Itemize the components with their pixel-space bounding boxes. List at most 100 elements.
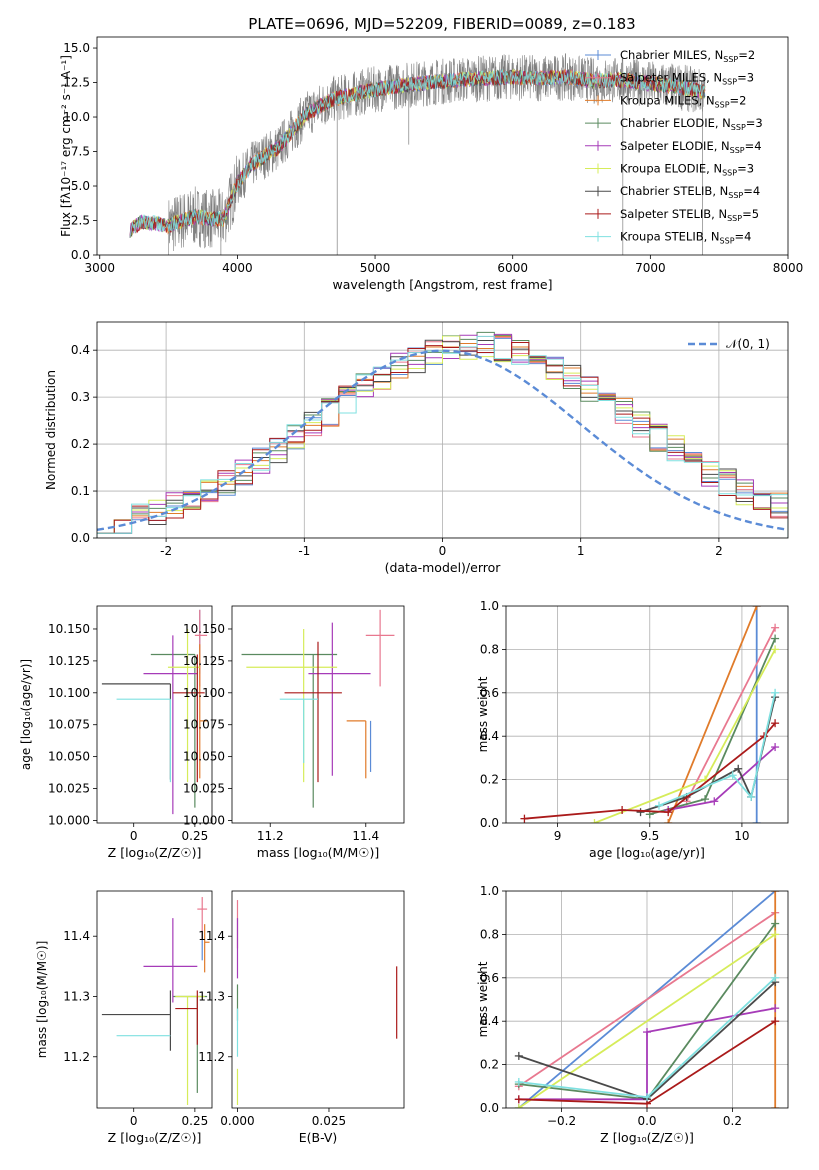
x-tick-label: 2 [715,544,723,558]
y-tick-label: 10.075 [183,718,225,732]
legend-suffix: =3 [737,162,754,176]
plot-area [129,52,706,255]
legend-label: Chabrier ELODIE, N [620,116,731,130]
y-tick-label: 10.075 [48,718,90,732]
axes-box [231,890,405,1109]
axes-frame: 9 9.5 10 0.0 0.2 0.4 0.6 0.8 1.0 age [log₁₀(age/y… [476,599,789,860]
x-tick-label: 8000 [773,261,804,275]
y-axis-label: mass weight [476,961,490,1037]
residual-histogram-series [97,335,788,538]
y-tick-label: 5.0 [71,179,90,193]
y-tick-label: 0.2 [71,437,90,451]
legend-entry: Chabrier ELODIE, NSSP=3 [620,116,763,132]
legend-entry: 𝒩(0, 1) [726,337,770,351]
axes-frame: 0.000 0.025 11.2 11.3 11.4 E(B-V) [198,890,405,1145]
plot-area [101,897,210,1105]
y-axis-label: Flux [fλ10⁻¹⁷ erg cm⁻² s⁻¹ A⁻¹] [59,55,73,237]
y-tick-label: 0.0 [71,531,90,545]
mass-vs-metallicity-panel: 0 0.25 11.2 11.3 11.4 Z [log₁₀(Z/Z☉)] mass [lo… [35,890,213,1145]
y-tick-label: 10.000 [48,813,90,827]
y-tick-label: 0.4 [71,343,90,357]
plot-area [236,900,398,1105]
y-tick-label: 10.125 [183,654,225,668]
legend-subscript: SSP [722,78,737,87]
y-tick-label: 10.000 [183,813,225,827]
legend-label: Kroupa STELIB, N [620,230,720,244]
x-axis-label: Z [log₁₀(Z/Z☉)] [600,1130,694,1145]
y-tick-label: 11.2 [63,1050,90,1064]
x-tick-label: 0.000 [220,1114,254,1128]
y-tick-label: 0.3 [71,390,90,404]
axes-frame: 3000 4000 5000 6000 7000 8000 0.0 2.5 5.0 7.5 10.0… [59,36,804,292]
axes-box [231,605,405,824]
age-vs-mass-panel: 11.2 11.4 10.000 10.025 10.050 10.075 10.100 10… [183,605,405,860]
y-tick-label: 0.4 [480,1014,499,1028]
plot-area [101,609,208,815]
legend-entry: Kroupa ELODIE, NSSP=3 [620,162,754,178]
y-tick-label: 10.150 [183,622,225,636]
legend-suffix: =3 [746,116,763,130]
x-tick-label: 9.5 [640,829,659,843]
x-tick-label: 4000 [222,261,253,275]
mass-weight-series [667,606,758,823]
x-tick-label: 0 [130,829,138,843]
legend-subscript: SSP [715,100,730,109]
x-axis-label: Z [log₁₀(Z/Z☉)] [108,845,202,860]
legend-suffix: =4 [745,139,762,153]
plot-area [506,891,788,1108]
mass-weight-series [518,911,776,1088]
axes-frame: -2 -1 0 1 2 0.0 0.1 0.2 0.3 0.4 (data-model)/error… [44,321,789,575]
x-tick-label: 0 [130,1114,138,1128]
plot-area [241,609,395,808]
axes-frame: 11.2 11.4 10.000 10.025 10.050 10.075 10.100 10… [183,605,405,860]
legend-entry: Chabrier STELIB, NSSP=4 [620,184,760,200]
y-tick-label: 10.125 [48,654,90,668]
legend-label: Salpeter STELIB, N [620,207,727,221]
mass-vs-extinction-panel: 0.000 0.025 11.2 11.3 11.4 E(B-V) [198,890,405,1145]
model-spectrum-line [129,68,706,238]
legend-suffix: =4 [743,184,760,198]
y-tick-label: 11.3 [198,989,225,1003]
age-vs-metallicity-panel: 0 0.25 10.000 10.025 10.050 10.075 10.100 10.12… [19,605,213,860]
mass-weight-series [658,692,776,807]
x-tick-label: 3000 [84,261,115,275]
x-tick-label: -2 [160,544,172,558]
y-axis-label: age [log₁₀(age/yr)] [19,659,33,770]
legend-subscript: SSP [728,191,743,200]
y-axis-label: mass [log₁₀(M/M☉)] [35,941,49,1059]
y-tick-label: 0.6 [480,971,499,985]
axes-box [96,890,213,1109]
x-tick-label: 7000 [635,261,666,275]
residuals-panel: -2 -1 0 1 2 0.0 0.1 0.2 0.3 0.4 (data-model)/error… [44,321,789,575]
legend-label: Salpeter ELODIE, N [620,139,730,153]
x-tick-label: −0.2 [547,1114,576,1128]
y-tick-label: 10.100 [183,686,225,700]
y-tick-label: 11.3 [63,989,90,1003]
legend-entry: Kroupa STELIB, NSSP=4 [620,230,751,246]
legend-suffix: =4 [735,230,752,244]
legend-entry: Kroupa MILES, NSSP=2 [620,93,746,109]
mass-weight-series [518,1007,776,1101]
axes-frame: 0 0.25 10.000 10.025 10.050 10.075 10.100 10.12… [19,605,213,860]
y-tick-label: 0.8 [480,642,499,656]
legend-suffix: =2 [730,93,747,107]
y-tick-label: 10.050 [183,750,225,764]
figure-title: PLATE=0696, MJD=52209, FIBERID=0089, z=0… [248,15,635,33]
x-axis-label: (data-model)/error [385,560,502,575]
y-tick-label: 1.0 [480,884,499,898]
legend-entry: Salpeter MILES, NSSP=3 [620,71,754,87]
y-tick-label: 10.0 [63,110,90,124]
y-tick-label: 0.0 [71,248,90,262]
legend-label: Chabrier STELIB, N [620,184,728,198]
legend-entry: Salpeter STELIB, NSSP=5 [620,207,759,223]
mass-weight-series [518,933,776,1108]
x-tick-label: 11.4 [352,829,379,843]
y-tick-label: 2.5 [71,214,90,228]
residual-histogram-series [97,342,788,538]
mass-weight-series [685,627,776,802]
plot-area [97,322,788,538]
axes-frame: −0.2 0.0 0.2 0.0 0.2 0.4 0.6 0.8 1.0 Z [log₁₀(Z/Z… [476,884,789,1145]
y-tick-label: 1.0 [480,599,499,613]
